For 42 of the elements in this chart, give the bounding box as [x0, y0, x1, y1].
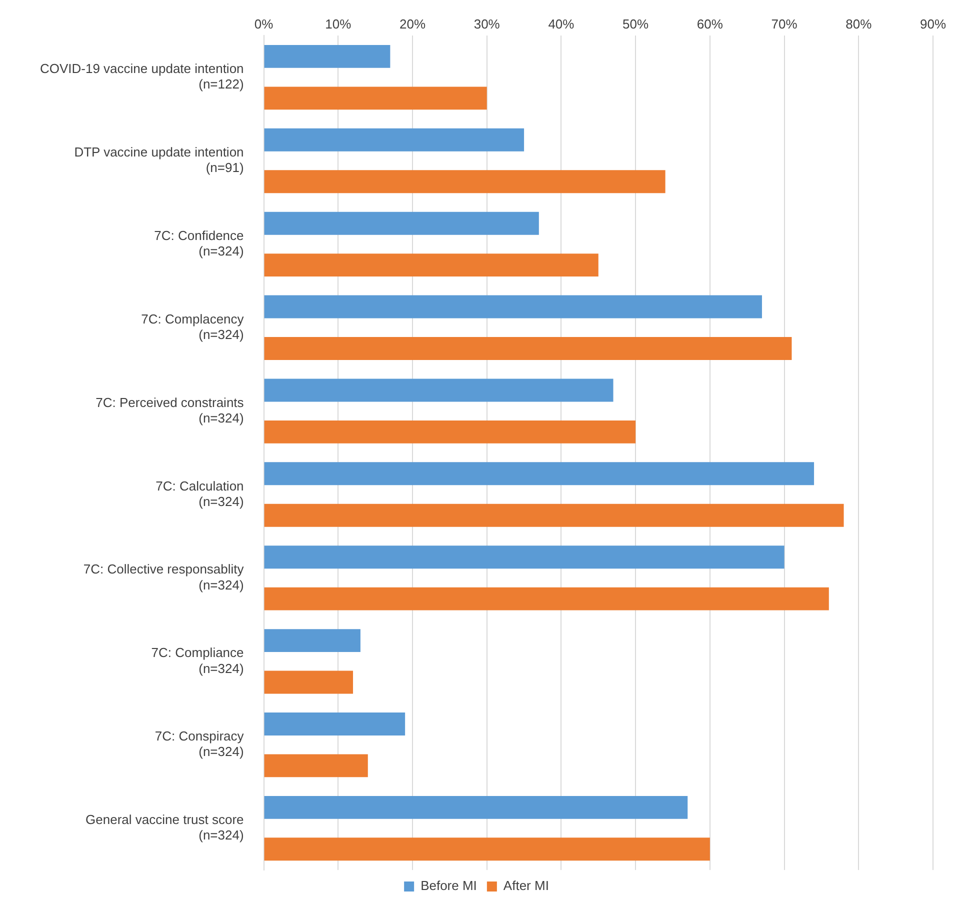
- bar: [264, 754, 368, 778]
- x-tick-label: 60%: [696, 16, 724, 32]
- bar: [264, 462, 814, 486]
- y-tick-label: 7C: Conspiracy (n=324): [154, 728, 244, 760]
- y-tick-label: General vaccine trust score (n=324): [86, 812, 244, 843]
- bar: [264, 170, 666, 194]
- y-tick-label: 7C: Compliance (n=324): [151, 645, 244, 676]
- bar: [264, 254, 598, 277]
- y-tick-label: 7C: Perceived constraints (n=324): [96, 394, 244, 426]
- y-tick-label: DTP vaccine update intention (n=91): [74, 144, 244, 176]
- x-tick-label: 30%: [474, 16, 500, 32]
- bar: [264, 838, 710, 861]
- x-tick-label: 0%: [254, 16, 274, 32]
- x-tick-label: 70%: [771, 16, 798, 32]
- x-tick-label: 10%: [325, 16, 352, 32]
- bar: [264, 86, 487, 110]
- bar: [264, 212, 539, 235]
- y-tick-label: 7C: Complacency (n=324): [141, 311, 244, 342]
- bar: [264, 420, 636, 444]
- x-tick-label: 80%: [846, 16, 872, 32]
- bar: [264, 378, 614, 402]
- bar: [264, 44, 390, 68]
- bar: [264, 587, 829, 610]
- y-tick-label: 7C: Confidence (n=324): [154, 228, 244, 259]
- bar: [264, 670, 354, 694]
- y-tick-label: 7C: Collective responsablity (n=324): [83, 562, 244, 592]
- legend-label: Before MI: [420, 878, 477, 894]
- legend-label: After MI: [503, 878, 549, 894]
- bar: [264, 546, 784, 569]
- x-tick-label: 20%: [399, 16, 426, 32]
- bar: [264, 295, 762, 318]
- y-tick-label: COVID-19 vaccine update intention (n=122): [40, 61, 244, 92]
- bar: [264, 337, 792, 360]
- x-tick-label: 50%: [622, 16, 650, 32]
- bar: [264, 629, 360, 652]
- bar: [264, 128, 524, 152]
- bar: [264, 712, 406, 736]
- x-tick-label: 40%: [548, 16, 575, 32]
- x-tick-label: 90%: [920, 16, 946, 32]
- bar: [264, 796, 688, 819]
- bar: [264, 504, 844, 527]
- y-tick-label: 7C: Calculation (n=324): [156, 478, 244, 509]
